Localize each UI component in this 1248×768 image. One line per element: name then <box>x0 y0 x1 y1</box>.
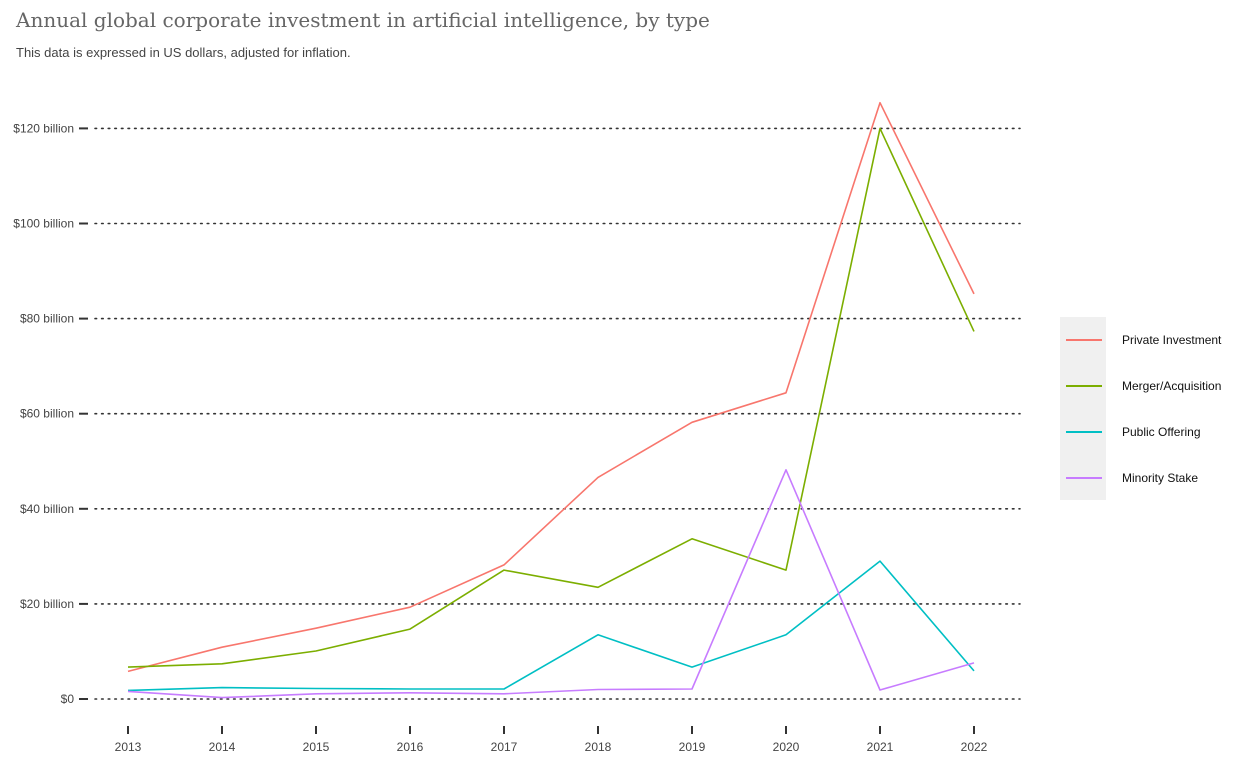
x-tick-label: 2015 <box>303 740 330 754</box>
legend-label-private-investment: Private Investment <box>1122 333 1222 347</box>
x-tick-label: 2016 <box>397 740 424 754</box>
y-tick-label: $80 billion <box>20 312 74 326</box>
legend: Private Investment Merger/Acquisition Publ… <box>1060 317 1222 500</box>
legend-label-merger-acquisition: Merger/Acquisition <box>1122 379 1221 393</box>
x-tick-label: 2014 <box>209 740 236 754</box>
x-tick-label: 2018 <box>585 740 612 754</box>
x-tick-label: 2017 <box>491 740 518 754</box>
y-tick-label: $20 billion <box>20 597 74 611</box>
x-tick-label: 2021 <box>867 740 894 754</box>
x-tick-label: 2020 <box>773 740 800 754</box>
grid-lines <box>95 128 1020 699</box>
y-tick-label: $100 billion <box>13 217 74 231</box>
y-tick-label: $120 billion <box>13 121 74 135</box>
axes: $0 $20 billion $40 billion $60 billion $80 b… <box>13 121 987 754</box>
legend-key-background <box>1060 317 1106 500</box>
x-tick-label: 2022 <box>961 740 988 754</box>
series-line-minority-stake <box>128 470 974 698</box>
y-tick-label: $40 billion <box>20 502 74 516</box>
series-lines <box>128 103 974 698</box>
legend-label-public-offering: Public Offering <box>1122 425 1201 439</box>
x-tick-label: 2013 <box>115 740 142 754</box>
y-tick-label: $0 <box>61 692 75 706</box>
x-tick-label: 2019 <box>679 740 706 754</box>
y-tick-label: $60 billion <box>20 407 74 421</box>
series-line-public-offering <box>128 561 974 690</box>
legend-label-minority-stake: Minority Stake <box>1122 471 1198 485</box>
